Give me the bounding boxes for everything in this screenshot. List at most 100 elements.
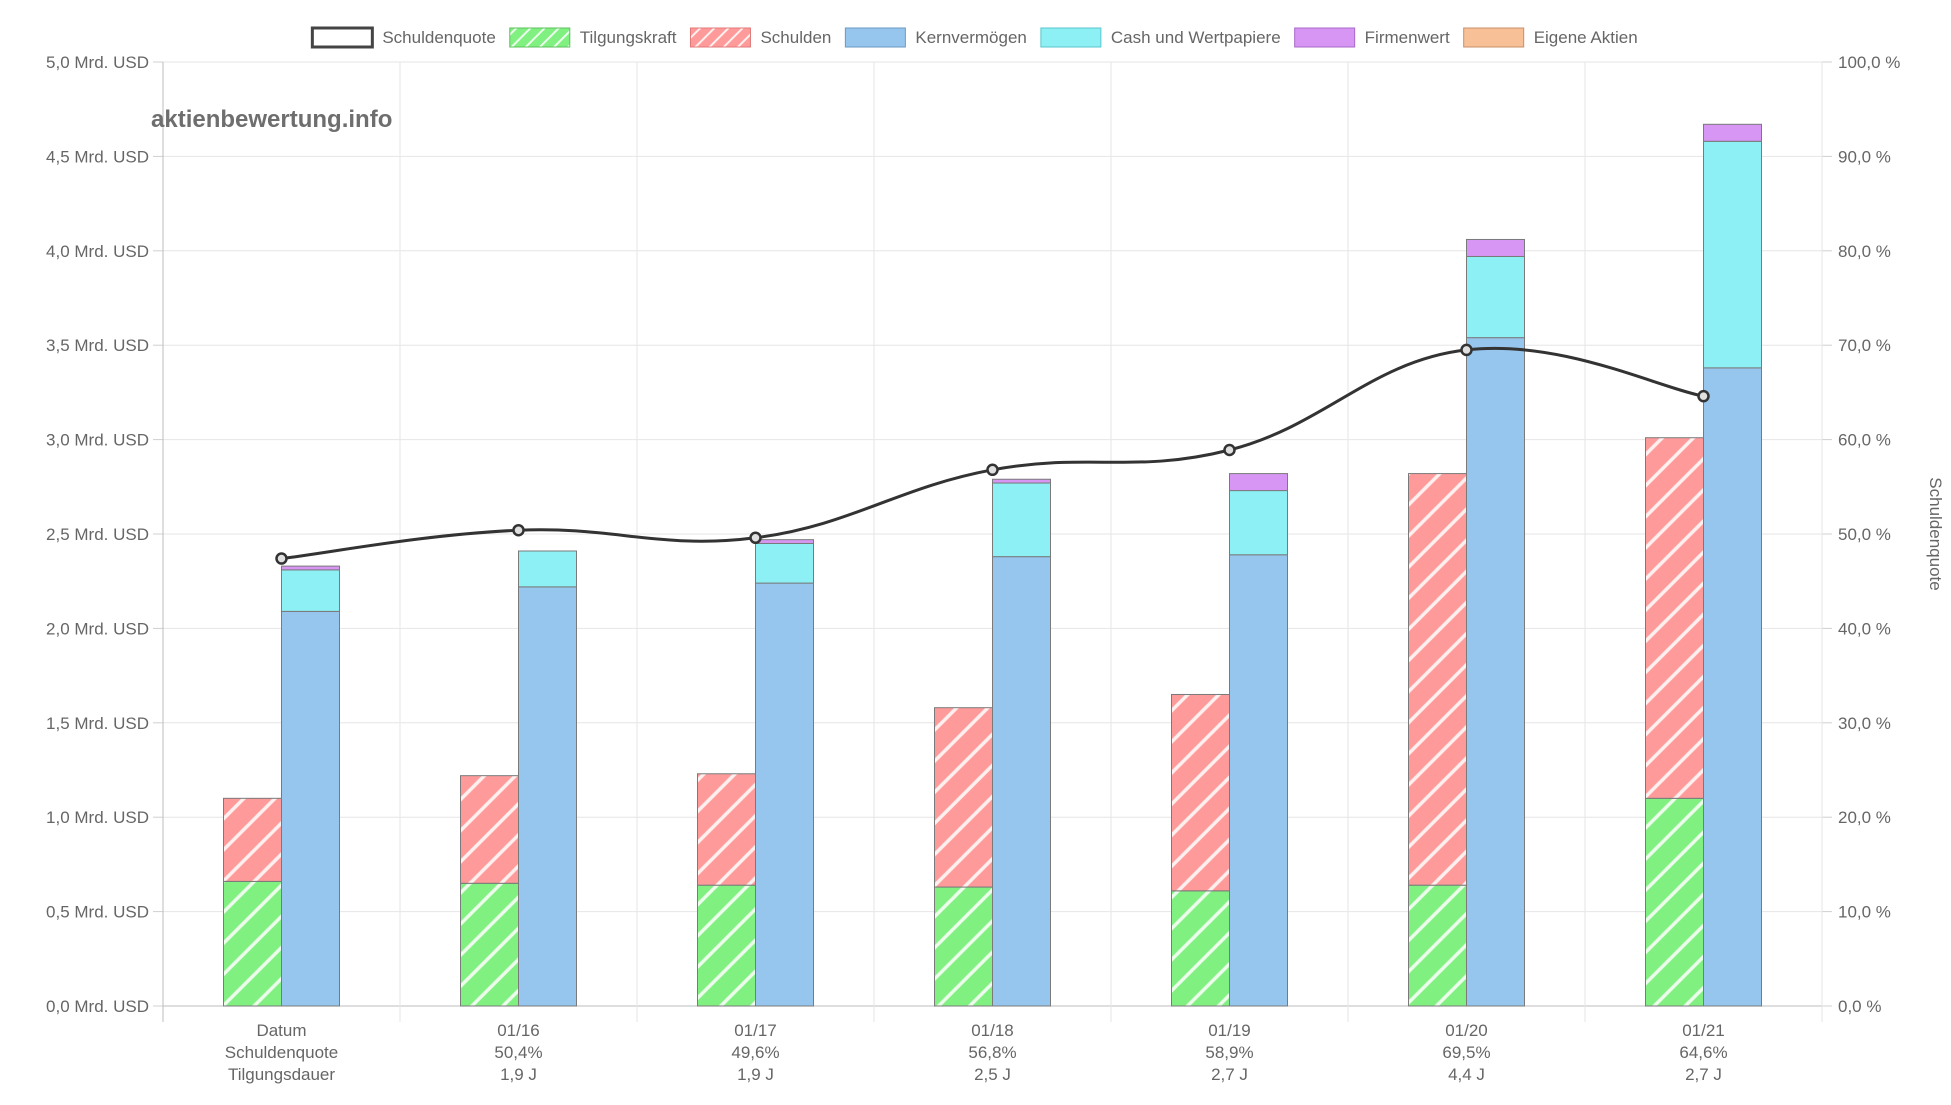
- legend-label: Cash und Wertpapiere: [1111, 28, 1281, 47]
- bar-kernvermögen: [281, 610, 340, 1007]
- x-tick-label: Datum: [256, 1021, 306, 1040]
- x-tick-label: 58,9%: [1205, 1043, 1253, 1062]
- x-tick-label: 01/19: [1208, 1021, 1251, 1040]
- x-tick-label: Schuldenquote: [225, 1043, 338, 1062]
- legend-swatch: [509, 27, 571, 48]
- legend-swatch: [1294, 27, 1356, 48]
- bar-cash-und-wertpapiere: [755, 542, 814, 584]
- bar-firmenwert: [992, 478, 1051, 484]
- legend: Schuldenquote Tilgungskraft Schulden Kernve…: [310, 26, 1638, 49]
- y-right-tick-label: 0,0 %: [1838, 997, 1881, 1016]
- y-left-tick-label: 2,5 Mrd. USD: [46, 525, 149, 544]
- bar-schulden: [1645, 437, 1704, 799]
- y-right-tick-label: 30,0 %: [1838, 714, 1891, 733]
- bar-tilgungskraft: [1645, 797, 1704, 1007]
- bar-schulden: [697, 773, 756, 886]
- y-right-tick-label: 60,0 %: [1838, 431, 1891, 450]
- legend-swatch: [1463, 27, 1525, 48]
- bar-schulden: [1171, 693, 1230, 892]
- x-tick-label: 01/17: [734, 1021, 777, 1040]
- x-tick-label: Tilgungsdauer: [228, 1065, 335, 1084]
- y-right-tick-label: 70,0 %: [1838, 336, 1891, 355]
- watermark: aktienbewertung.info: [151, 106, 392, 133]
- legend-swatch: [1040, 27, 1102, 48]
- bar-kernvermögen: [1229, 554, 1288, 1007]
- bar-tilgungskraft: [460, 882, 519, 1007]
- x-tick-label: 2,7 J: [1685, 1065, 1722, 1084]
- bar-tilgungskraft: [697, 884, 756, 1007]
- bar-cash-und-wertpapiere: [281, 569, 340, 612]
- y-right-axis-title: Schuldenquote: [1926, 477, 1945, 590]
- legend-label: Schulden: [760, 28, 831, 47]
- bar-firmenwert: [1466, 238, 1525, 257]
- y-left-tick-label: 3,5 Mrd. USD: [46, 336, 149, 355]
- legend-item[interactable]: Kernvermögen: [844, 27, 1027, 48]
- x-tick-label: 1,9 J: [737, 1065, 774, 1084]
- bar-cash-und-wertpapiere: [518, 550, 577, 588]
- y-right-tick-label: 10,0 %: [1838, 903, 1891, 922]
- legend-label: Tilgungskraft: [580, 28, 677, 47]
- legend-item[interactable]: Eigene Aktien: [1463, 27, 1638, 48]
- x-tick-label: 2,7 J: [1211, 1065, 1248, 1084]
- bar-firmenwert: [1703, 123, 1762, 142]
- bar-tilgungskraft: [1408, 884, 1467, 1007]
- y-right-tick-label: 100,0 %: [1838, 53, 1900, 72]
- schuldenquote-point: [512, 523, 525, 537]
- x-tick-label: 01/20: [1445, 1021, 1488, 1040]
- bar-schulden: [223, 797, 282, 882]
- x-tick-label: 2,5 J: [974, 1065, 1011, 1084]
- y-right-tick-label: 50,0 %: [1838, 525, 1891, 544]
- y-right-tick-label: 40,0 %: [1838, 619, 1891, 638]
- legend-swatch: [689, 27, 751, 48]
- x-tick-label: 01/18: [971, 1021, 1014, 1040]
- schuldenquote-point: [749, 531, 762, 545]
- y-left-tick-label: 1,0 Mrd. USD: [46, 808, 149, 827]
- schuldenquote-point: [1460, 343, 1473, 357]
- legend-item[interactable]: Cash und Wertpapiere: [1040, 27, 1281, 48]
- bar-kernvermögen: [1703, 367, 1762, 1007]
- legend-item[interactable]: Schuldenquote: [310, 26, 496, 49]
- legend-swatch: [844, 27, 906, 48]
- schuldenquote-point: [1223, 443, 1236, 457]
- bar-firmenwert: [281, 565, 340, 571]
- y-left-tick-label: 5,0 Mrd. USD: [46, 53, 149, 72]
- bar-cash-und-wertpapiere: [1229, 490, 1288, 556]
- bar-cash-und-wertpapiere: [1703, 140, 1762, 369]
- y-left-tick-label: 3,0 Mrd. USD: [46, 431, 149, 450]
- schuldenquote-point: [1697, 389, 1710, 403]
- bar-cash-und-wertpapiere: [992, 482, 1051, 558]
- legend-label: Firmenwert: [1365, 28, 1450, 47]
- legend-swatch: [310, 26, 374, 49]
- bar-kernvermögen: [992, 556, 1051, 1007]
- bar-tilgungskraft: [1171, 890, 1230, 1007]
- legend-item[interactable]: Tilgungskraft: [509, 27, 677, 48]
- x-tick-label: 01/16: [497, 1021, 540, 1040]
- legend-label: Eigene Aktien: [1534, 28, 1638, 47]
- y-right-tick-label: 20,0 %: [1838, 808, 1891, 827]
- x-tick-label: 4,4 J: [1448, 1065, 1485, 1084]
- bar-cash-und-wertpapiere: [1466, 255, 1525, 339]
- bar-kernvermögen: [755, 582, 814, 1007]
- bar-firmenwert: [1229, 473, 1288, 492]
- bar-tilgungskraft: [223, 880, 282, 1007]
- schuldenquote-point: [275, 552, 288, 565]
- schuldenquote-line: [275, 343, 1710, 565]
- x-tick-label: 50,4%: [494, 1043, 542, 1062]
- x-tick-label: 56,8%: [968, 1043, 1016, 1062]
- y-right-tick-label: 80,0 %: [1838, 242, 1891, 261]
- schuldenquote-point: [986, 463, 999, 477]
- y-left-tick-label: 0,5 Mrd. USD: [46, 903, 149, 922]
- y-left-tick-label: 2,0 Mrd. USD: [46, 619, 149, 638]
- legend-item[interactable]: Schulden: [689, 27, 831, 48]
- bar-tilgungskraft: [934, 886, 993, 1007]
- legend-label: Kernvermögen: [915, 28, 1027, 47]
- legend-item[interactable]: Firmenwert: [1294, 27, 1450, 48]
- y-left-tick-label: 1,5 Mrd. USD: [46, 714, 149, 733]
- axes: 0,0 Mrd. USD 0,5 Mrd. USD 1,0 Mrd. USD 1,5 …: [46, 53, 1945, 1084]
- x-tick-label: 01/21: [1682, 1021, 1725, 1040]
- bar-schulden: [934, 707, 993, 888]
- bar-kernvermögen: [1466, 337, 1525, 1007]
- x-tick-label: 69,5%: [1442, 1043, 1490, 1062]
- x-tick-label: 49,6%: [731, 1043, 779, 1062]
